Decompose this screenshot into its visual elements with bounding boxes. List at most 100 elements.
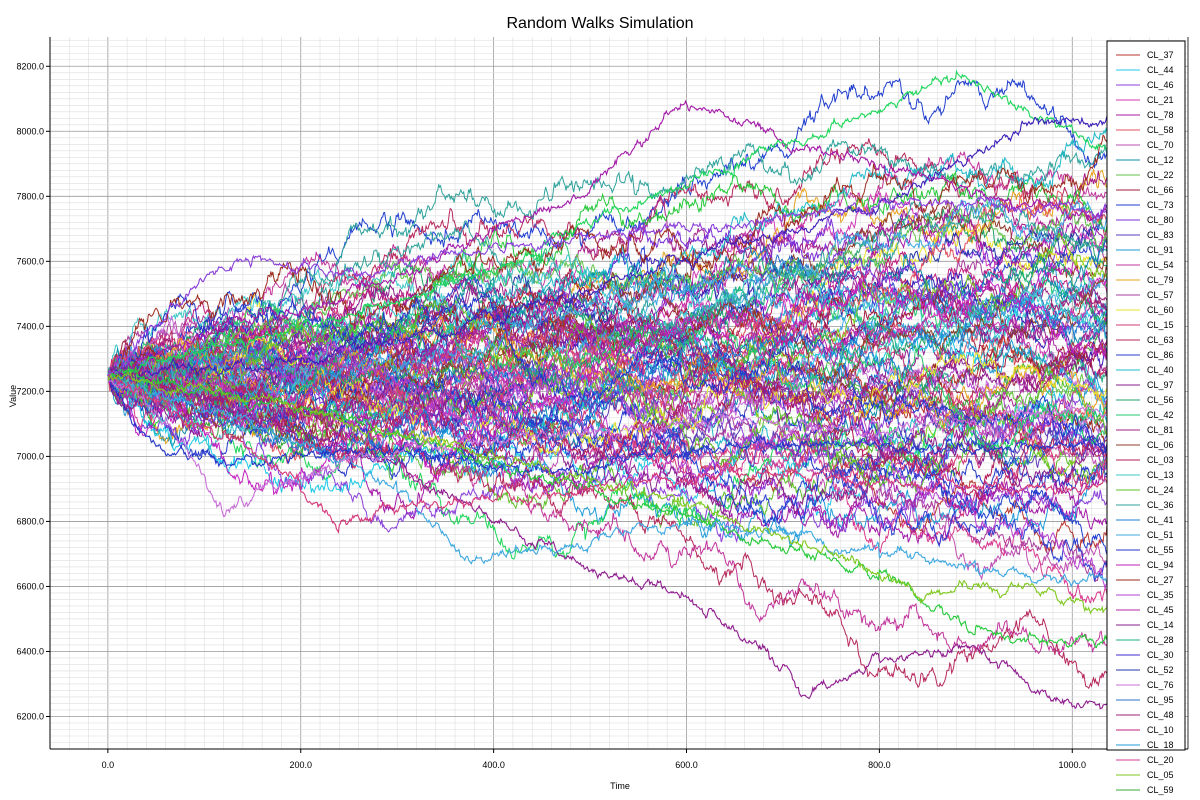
axes: 0.0 200.0 400.0 600.0 800.0 1000.0 6200.0 6400.… xyxy=(16,37,1189,770)
legend-entry: CL_76 xyxy=(1147,680,1174,690)
legend-entry: CL_12 xyxy=(1147,155,1174,165)
series-line xyxy=(107,257,1108,421)
y-tick-label: 7800.0 xyxy=(16,191,44,201)
series-line xyxy=(107,286,1108,460)
x-tick-label: 1000.0 xyxy=(1059,760,1087,770)
legend-entry: CL_24 xyxy=(1147,485,1174,495)
series-line-outlier xyxy=(107,69,1108,380)
x-tick-label: 200.0 xyxy=(289,760,312,770)
legend-entry: CL_41 xyxy=(1147,515,1174,525)
series-line xyxy=(107,202,1108,383)
legend-entry: CL_44 xyxy=(1147,65,1174,75)
legend-entry: CL_56 xyxy=(1147,395,1174,405)
legend-entry: CL_06 xyxy=(1147,440,1174,450)
legend-entry: CL_70 xyxy=(1147,140,1174,150)
legend-entry: CL_03 xyxy=(1147,455,1174,465)
y-tick-label: 6400.0 xyxy=(16,646,44,656)
x-axis-label: Time xyxy=(610,781,630,791)
series-line xyxy=(107,311,1108,482)
series-line xyxy=(107,201,1108,397)
series-line xyxy=(107,338,1108,589)
legend-entry: CL_42 xyxy=(1147,410,1174,420)
series-line xyxy=(107,267,1108,496)
series-line xyxy=(107,292,1108,556)
y-tick-label: 8000.0 xyxy=(16,126,44,136)
legend-entry: CL_55 xyxy=(1147,545,1174,555)
legend-entry: CL_18 xyxy=(1147,740,1174,750)
legend-entry: CL_48 xyxy=(1147,710,1174,720)
series-line xyxy=(107,318,1108,459)
legend-entry: CL_05 xyxy=(1147,770,1174,780)
legend-entry: CL_95 xyxy=(1147,695,1174,705)
y-tick-label: 7400.0 xyxy=(16,321,44,331)
legend-entry: CL_73 xyxy=(1147,200,1174,210)
legend-box xyxy=(1106,40,1186,751)
legend-entry: CL_28 xyxy=(1147,635,1174,645)
legend-entry: CL_30 xyxy=(1147,650,1174,660)
y-tick-label: 8200.0 xyxy=(16,61,44,71)
legend-entry: CL_37 xyxy=(1147,50,1174,60)
series-line-outlier xyxy=(107,99,1108,376)
y-tick-label: 6200.0 xyxy=(16,711,44,721)
series-line xyxy=(107,303,1108,433)
series-line xyxy=(107,349,1108,656)
x-tick-label: 600.0 xyxy=(675,760,698,770)
legend-entry: CL_63 xyxy=(1147,335,1174,345)
legend-entry: CL_78 xyxy=(1147,110,1174,120)
x-tick-label: 400.0 xyxy=(482,760,505,770)
legend-entry: CL_36 xyxy=(1147,500,1174,510)
legend-entry: CL_45 xyxy=(1147,605,1174,615)
x-tick-label: 800.0 xyxy=(868,760,891,770)
y-axis-label: Value xyxy=(8,385,18,407)
legend-entry: CL_54 xyxy=(1147,260,1174,270)
series-line xyxy=(107,283,1108,407)
legend: CL_37 CL_44 CL_46 CL_21 CL_78 CL_58 CL_70 CL_12… xyxy=(1106,40,1186,795)
legend-entry: CL_91 xyxy=(1147,245,1174,255)
series-line xyxy=(107,302,1108,438)
legend-entry: CL_80 xyxy=(1147,215,1174,225)
legend-entry: CL_60 xyxy=(1147,305,1174,315)
series-line-outlier xyxy=(107,377,1108,517)
legend-entry: CL_58 xyxy=(1147,125,1174,135)
legend-entry: CL_66 xyxy=(1147,185,1174,195)
legend-entry: CL_94 xyxy=(1147,560,1174,570)
legend-entry: CL_52 xyxy=(1147,665,1174,675)
legend-entry: CL_15 xyxy=(1147,320,1174,330)
legend-entry: CL_46 xyxy=(1147,80,1174,90)
legend-entry: CL_22 xyxy=(1147,170,1174,180)
y-tick-label: 7600.0 xyxy=(16,256,44,266)
chart-title: Random Walks Simulation xyxy=(506,15,693,32)
series-line xyxy=(107,306,1108,510)
legend-entry: CL_14 xyxy=(1147,620,1174,630)
series-line xyxy=(107,375,1108,521)
y-tick-label: 6600.0 xyxy=(16,581,44,591)
series-line-outlier xyxy=(107,373,1108,534)
series-line xyxy=(107,336,1108,456)
legend-entry: CL_40 xyxy=(1147,365,1174,375)
series-line xyxy=(107,139,1108,381)
series-line-outlier xyxy=(107,114,1108,385)
legend-entry: CL_86 xyxy=(1147,350,1174,360)
series-line-outlier xyxy=(107,366,1108,710)
legend-entry: CL_57 xyxy=(1147,290,1174,300)
legend-entry: CL_79 xyxy=(1147,275,1174,285)
series-line-outlier xyxy=(107,365,1108,649)
legend-entry: CL_59 xyxy=(1147,785,1174,795)
legend-entry: CL_35 xyxy=(1147,590,1174,600)
series-line-outlier xyxy=(107,194,1108,376)
series-line xyxy=(107,198,1108,400)
legend-entry: CL_20 xyxy=(1147,755,1174,765)
series-line xyxy=(107,320,1108,583)
legend-entry: CL_51 xyxy=(1147,530,1174,540)
series-line xyxy=(107,362,1108,500)
legend-entry: CL_27 xyxy=(1147,575,1174,585)
y-tick-label: 7000.0 xyxy=(16,451,44,461)
y-tick-label: 6800.0 xyxy=(16,516,44,526)
series-line-outlier xyxy=(107,373,1108,588)
series-line xyxy=(107,297,1108,493)
y-tick-label: 7200.0 xyxy=(16,386,44,396)
legend-entry: CL_10 xyxy=(1147,725,1174,735)
legend-entry: CL_97 xyxy=(1147,380,1174,390)
series-line-outlier xyxy=(107,371,1108,615)
